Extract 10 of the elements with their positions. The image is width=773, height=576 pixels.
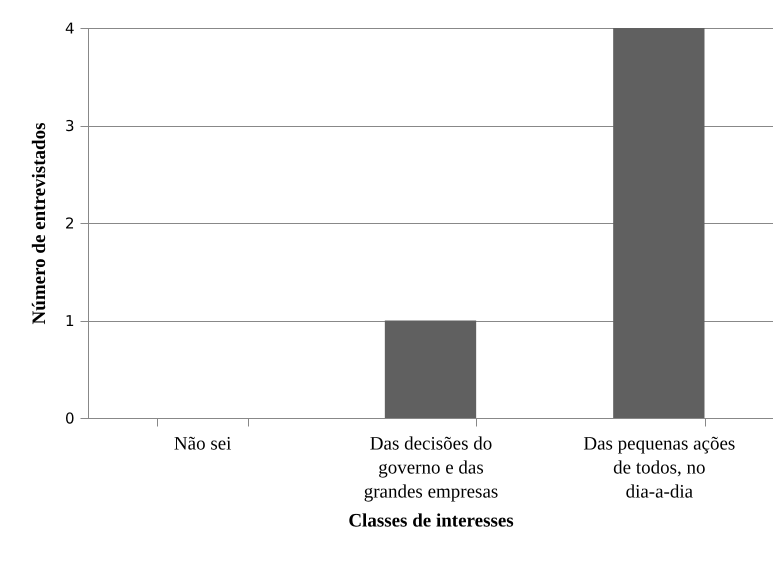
y-tick-label: 3: [64, 117, 74, 135]
y-tick-label: 0: [64, 410, 74, 428]
x-tick-label: Das decisões do governo e das grandes empresas: [364, 434, 498, 502]
y-tick-label: 4: [64, 20, 74, 38]
x-tick-label: Das pequenas ações de todos, no dia-a-dia: [583, 434, 736, 502]
y-tick-label: 2: [64, 214, 74, 232]
y-axis-title: Número de entrevistados: [28, 122, 50, 324]
x-axis-title: Classes de interesses: [348, 510, 514, 532]
x-tick-label: Não sei: [174, 434, 232, 454]
y-tick-label: 1: [64, 312, 74, 330]
